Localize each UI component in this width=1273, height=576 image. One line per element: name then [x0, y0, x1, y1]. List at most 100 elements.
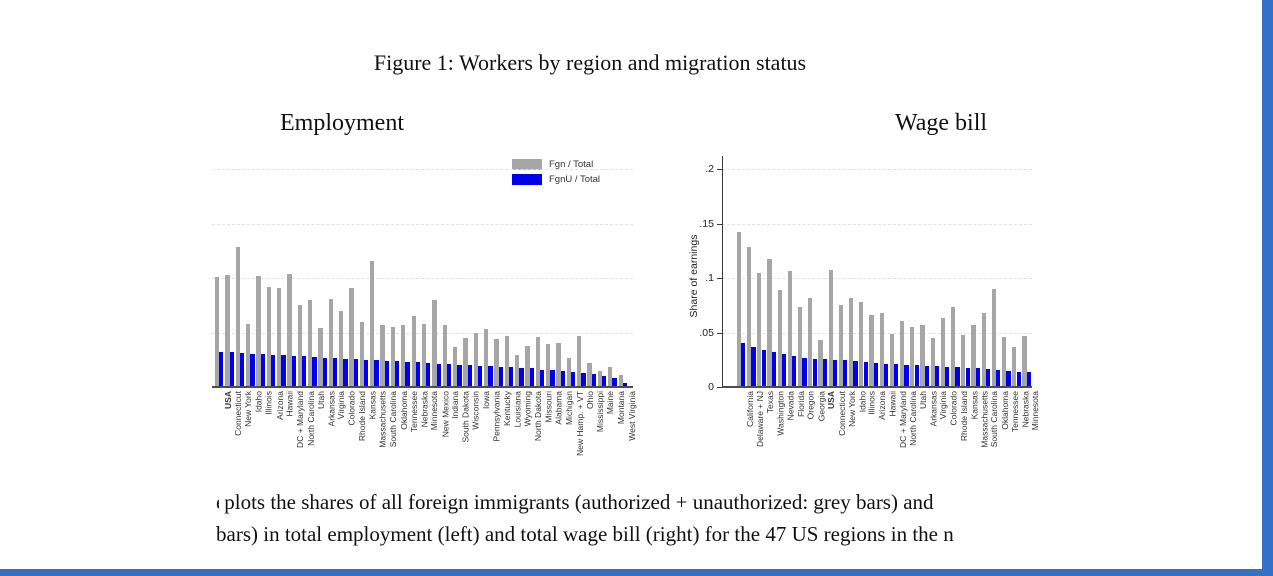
bar-fgnu-Louisiana — [508, 367, 514, 387]
bar-fgnu-Montana — [612, 378, 617, 387]
bar-fgn-Texas — [757, 272, 762, 387]
x-label-Illinois: Illinois — [264, 391, 275, 415]
bar-fgnu-Minnesota — [426, 363, 431, 387]
bar-fgn-Arkansas — [920, 324, 925, 387]
bar-fgnu-Michigan — [560, 370, 566, 387]
x-label-Tennessee: Tennessee — [1009, 391, 1020, 433]
bar-fgnu-Arkansas — [322, 357, 327, 387]
x-label-Kansas: Kansas — [367, 391, 378, 420]
caption-line-2: bars) in total employment (left) and tot… — [216, 522, 954, 546]
x-label-North Carolina: North Carolina — [907, 391, 918, 446]
bar-fgnu-West Virginia — [622, 383, 628, 387]
y-tick-label-.15: .15 — [699, 217, 714, 230]
caption-line-1: e plots the shares of all foreign immigr… — [216, 490, 934, 515]
y-tick-mark-.2 — [717, 169, 722, 170]
bar-fgn-Illinois — [256, 275, 261, 387]
x-label-Colorado: Colorado — [948, 391, 959, 426]
x-label-Hawaii: Hawaii — [887, 391, 898, 417]
bar-fgn-Nebraska — [1012, 346, 1017, 387]
bar-fgnu-Massachusetts — [975, 368, 980, 387]
bar-fgn-Rhode Island — [349, 287, 354, 387]
bar-fgnu-Rhode Island — [955, 367, 960, 387]
bar-fgn-Washington — [767, 259, 772, 387]
bar-fgn-Indiana — [442, 324, 447, 387]
y-tick-label-.2: .2 — [705, 163, 714, 175]
bar-fgnu-Washington — [771, 352, 776, 387]
bar-fgn-Nevada — [777, 289, 782, 387]
bar-fgnu-Arkansas — [924, 365, 929, 387]
x-label-West Virginia: West Virginia — [626, 391, 637, 441]
x-label-Utah: Utah — [918, 391, 928, 409]
bar-fgn-New York — [838, 305, 844, 387]
bar-fgn-Florida — [787, 271, 793, 387]
bar-fgn-Colorado — [940, 318, 946, 387]
x-label-Louisiana: Louisiana — [512, 391, 523, 428]
bar-fgn-North Carolina — [297, 305, 302, 387]
bar-fgnu-Utah — [312, 357, 317, 387]
bar-fgn-Georgia — [808, 297, 813, 387]
x-label-Kansas: Kansas — [969, 391, 979, 420]
bar-fgn-New Hamp. + VT — [566, 357, 572, 387]
bar-fgn-Alabama — [546, 344, 551, 387]
bar-fgn-USA — [214, 276, 220, 387]
bar-fgnu-North Dakota — [529, 368, 534, 387]
bar-fgnu-Mississippi — [591, 373, 597, 387]
y-tick-label-.05: .05 — [699, 326, 714, 339]
bar-fgnu-New Mexico — [436, 363, 441, 387]
bar-fgn-South Carolina — [981, 312, 986, 387]
x-label-Indiana: Indiana — [450, 391, 461, 419]
bar-fgnu-Illinois — [863, 361, 868, 387]
x-label-Arkansas: Arkansas — [326, 391, 337, 427]
x-label-South Dakota: South Dakota — [460, 391, 471, 443]
x-label-Hawaii: Hawaii — [284, 391, 295, 417]
x-label-Idaho: Idaho — [856, 391, 867, 413]
bar-fgn-Hawaii — [879, 312, 884, 387]
bar-fgn-California — [736, 232, 742, 387]
x-axis-left — [212, 386, 633, 388]
bar-fgnu-Nebraska — [1016, 372, 1021, 387]
x-label-Wyoming: Wyoming — [522, 391, 533, 427]
bar-fgn-New York — [235, 247, 240, 387]
bar-fgn-Montana — [608, 367, 613, 387]
bar-fgnu-Arizona — [873, 363, 878, 387]
bar-fgn-Arizona — [266, 286, 271, 387]
bar-fgn-Colorado — [339, 310, 344, 387]
x-label-Pennsylvania: Pennsylvania — [491, 391, 502, 442]
viewer-background-right-edge — [1262, 0, 1273, 576]
bar-fgnu-Tennessee — [1006, 371, 1011, 387]
x-label-USA: USA — [826, 391, 837, 409]
legend-row-fgn: Fgn / Total — [512, 157, 605, 172]
bar-fgn-Arkansas — [318, 328, 323, 387]
bar-fgn-Delaware + NJ — [747, 247, 752, 387]
bar-fgnu-Tennessee — [405, 361, 410, 387]
x-label-Michigan: Michigan — [564, 391, 575, 426]
bar-fgnu-Kansas — [364, 359, 369, 387]
x-label-Ohio: Ohio — [584, 391, 595, 409]
bar-fgn-Louisiana — [504, 335, 509, 387]
y-tick-mark-.05 — [717, 332, 722, 334]
x-label-Arizona: Arizona — [877, 391, 888, 420]
bar-fgn-Oregon — [798, 307, 803, 387]
x-label-North Dakota: North Dakota — [533, 391, 544, 442]
bar-fgn-Massachusetts — [971, 324, 976, 387]
x-label-USA: USA — [222, 391, 233, 409]
x-label-Georgia: Georgia — [816, 391, 826, 422]
x-label-New York: New York — [846, 391, 857, 427]
legend-swatch-fgn — [512, 159, 542, 170]
x-label-Iowa: Iowa — [481, 391, 492, 409]
y-tick-label-0: 0 — [708, 381, 714, 393]
bar-fgn-Nebraska — [411, 316, 416, 387]
legend-row-fgnu: FgnU / Total — [512, 172, 605, 187]
bar-fgn-Utah — [308, 299, 313, 387]
gridline-right — [722, 223, 1032, 225]
x-label-Connecticut: Connecticut — [233, 391, 244, 436]
bar-fgnu-Florida — [792, 356, 797, 387]
bar-fgnu-Virginia — [333, 358, 338, 387]
x-label-Oregon: Oregon — [805, 391, 816, 420]
bar-fgn-Kentucky — [494, 339, 499, 387]
y-axis-right — [722, 156, 723, 387]
x-label-Rhode Island: Rhode Island — [958, 391, 969, 442]
bar-fgnu-DC + Maryland — [291, 355, 296, 387]
bar-fgnu-Wisconsin — [467, 365, 472, 387]
bar-fgnu-Kansas — [965, 367, 970, 387]
